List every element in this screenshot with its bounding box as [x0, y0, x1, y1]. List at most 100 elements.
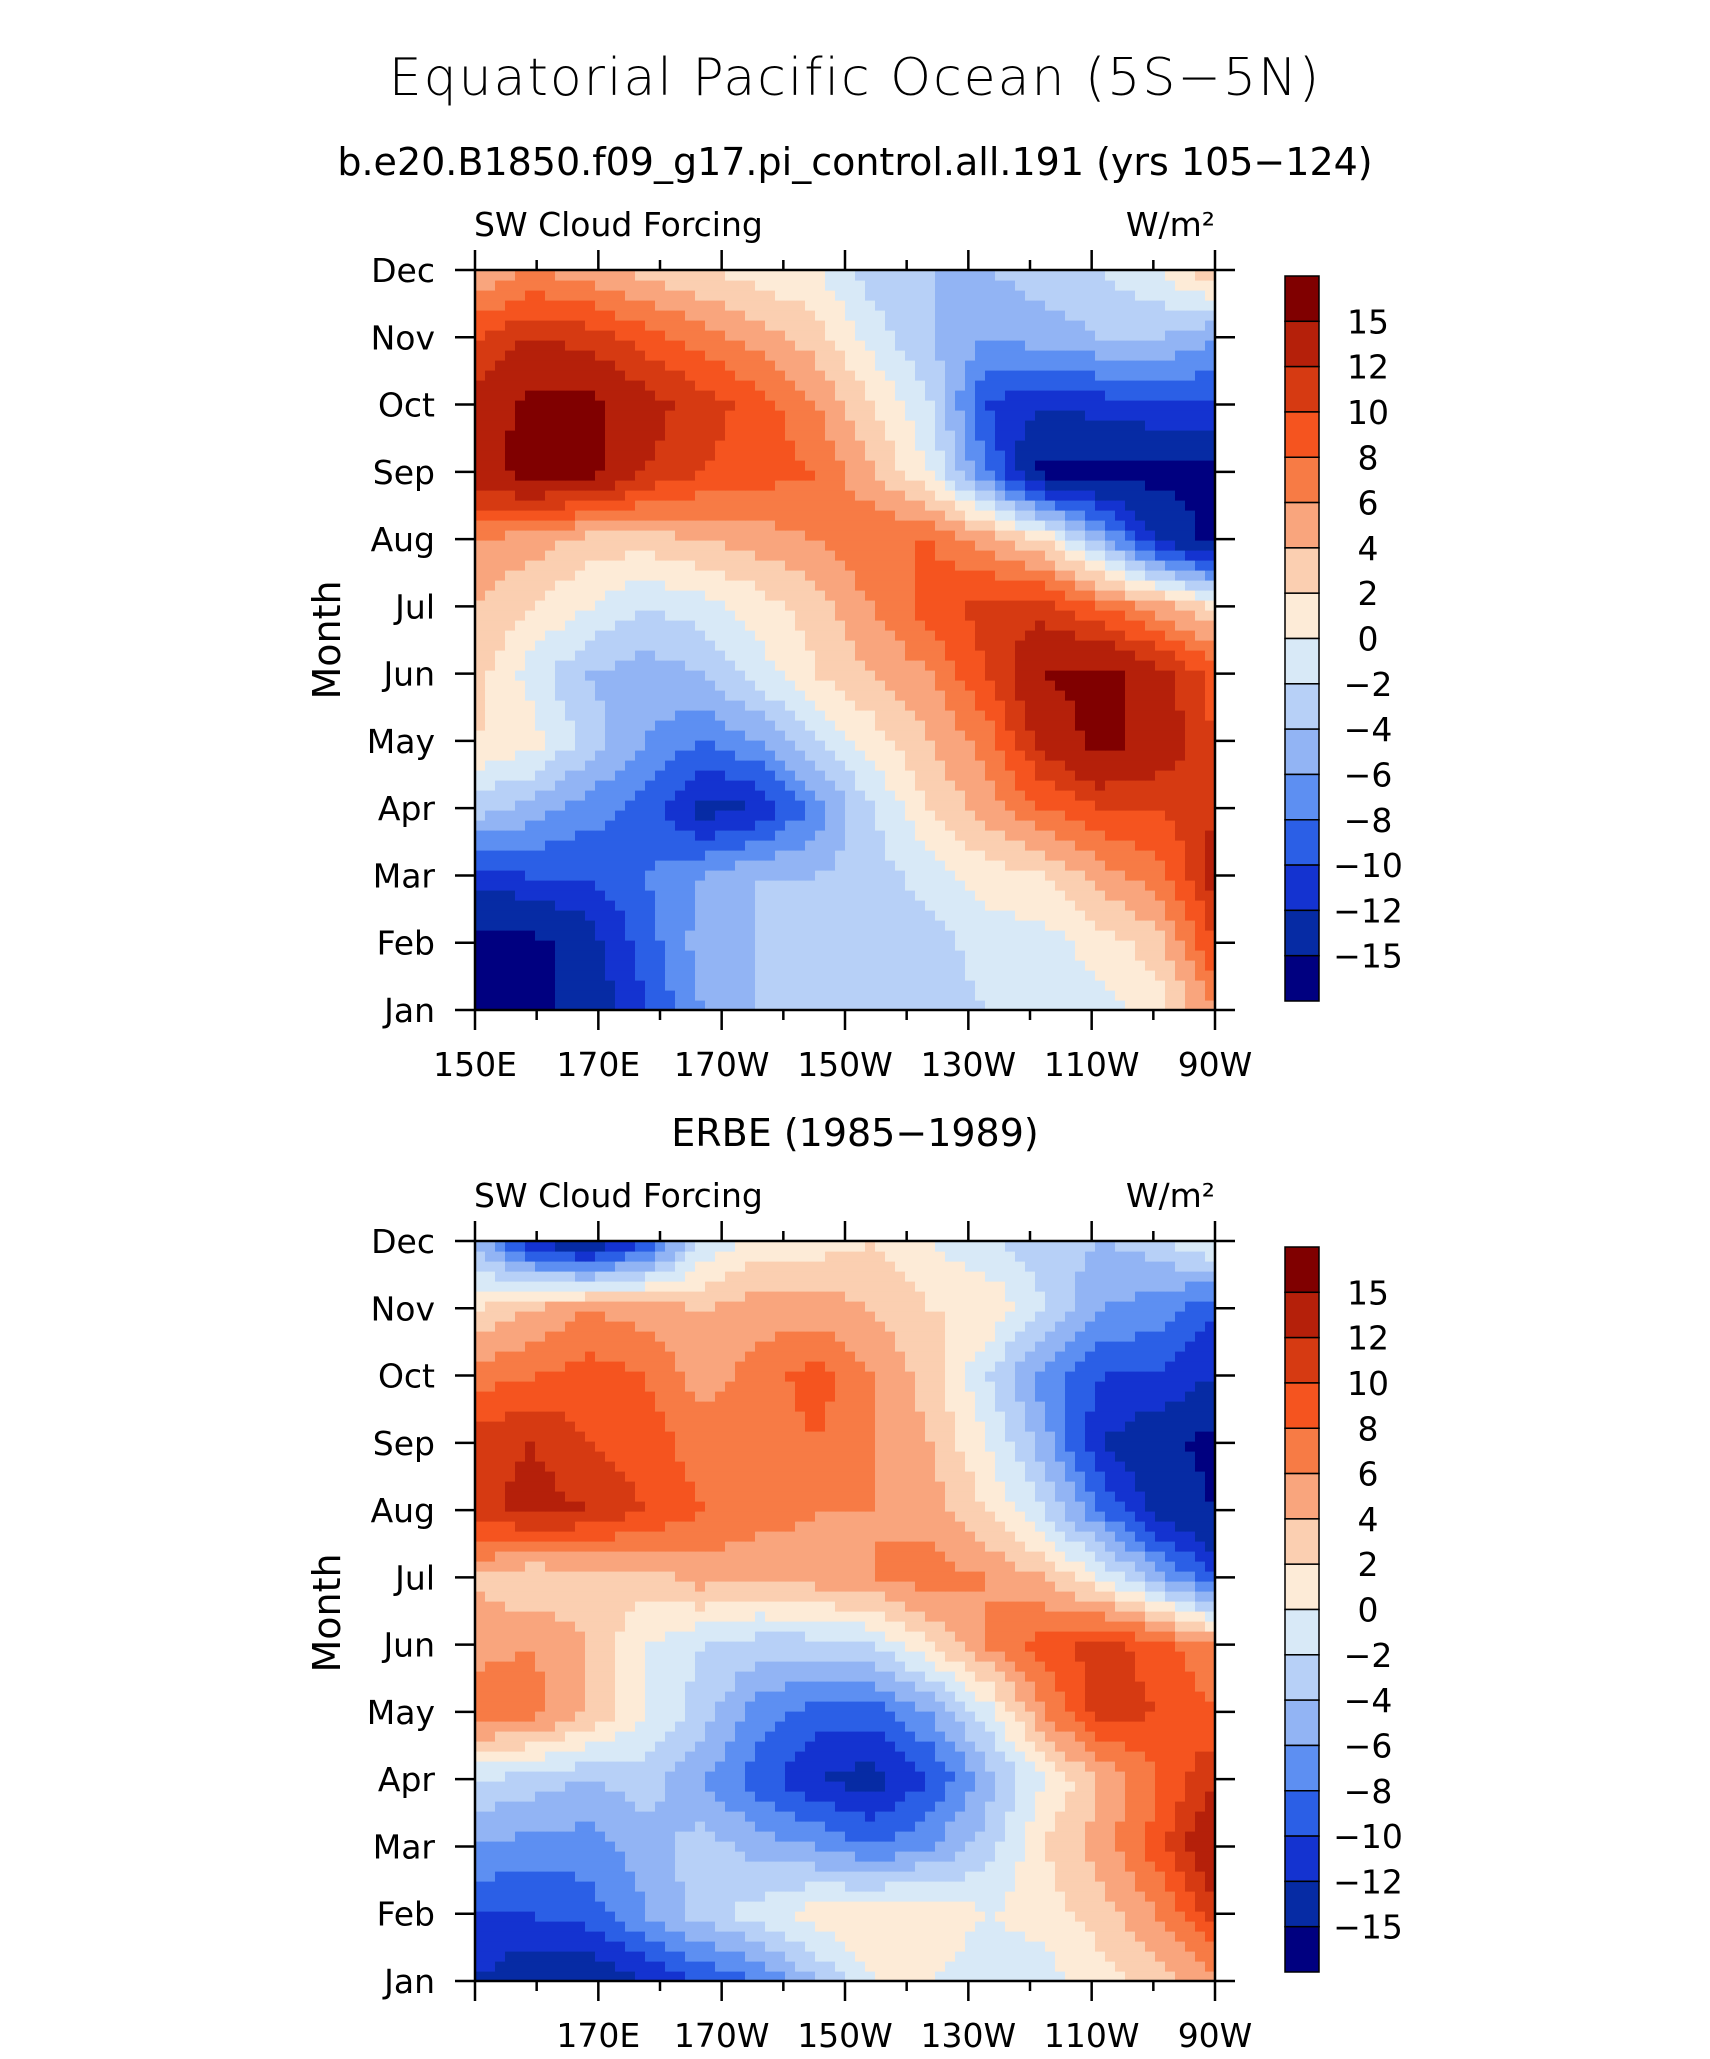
- contour-cell: [1125, 650, 1136, 661]
- contour-cell: [1115, 620, 1126, 631]
- contour-cell: [515, 960, 526, 971]
- contour-cell: [825, 570, 836, 581]
- contour-cell: [1195, 530, 1206, 541]
- contour-cell: [1195, 650, 1206, 661]
- contour-cell: [1025, 710, 1036, 721]
- contour-cell: [965, 770, 976, 781]
- contour-cell: [965, 370, 976, 381]
- contour-cell: [715, 680, 726, 691]
- contour-cell: [1135, 360, 1146, 371]
- contour-cell: [1005, 990, 1016, 1001]
- contour-cell: [545, 460, 556, 471]
- contour-cell: [485, 560, 496, 571]
- contour-cell: [1085, 640, 1096, 651]
- contour-cell: [1065, 490, 1076, 501]
- contour-cell: [745, 440, 756, 451]
- contour-cell: [875, 340, 886, 351]
- contour-cell: [595, 510, 606, 521]
- contour-cell: [925, 750, 936, 761]
- contour-cell: [515, 600, 526, 611]
- contour-cell: [605, 660, 616, 671]
- contour-cell: [655, 370, 666, 381]
- contour-cell: [835, 580, 846, 591]
- contour-cell: [975, 950, 986, 961]
- contour-cell: [595, 560, 606, 571]
- contour-cell: [935, 680, 946, 691]
- contour-cell: [605, 800, 616, 811]
- contour-cell: [955, 940, 966, 951]
- contour-cell: [1205, 510, 1216, 521]
- contour-cell: [695, 890, 706, 901]
- contour-cell: [695, 400, 706, 411]
- contour-cell: [1115, 780, 1126, 791]
- contour-cell: [925, 820, 936, 831]
- contour-cell: [1025, 870, 1036, 881]
- contour-cell: [825, 670, 836, 681]
- contour-cell: [625, 410, 636, 421]
- contour-cell: [945, 470, 956, 481]
- contour-cell: [975, 520, 986, 531]
- contour-cell: [645, 880, 656, 891]
- contour-cell: [1155, 780, 1166, 791]
- contour-cell: [505, 810, 516, 821]
- contour-cell: [655, 780, 666, 791]
- contour-cell: [1035, 590, 1046, 601]
- contour-cell: [1145, 760, 1156, 771]
- contour-cell: [835, 380, 846, 391]
- contour-cell: [1005, 510, 1016, 521]
- contour-cell: [1095, 780, 1106, 791]
- contour-cell: [975, 960, 986, 971]
- contour-cell: [645, 510, 656, 521]
- contour-cell: [625, 840, 636, 851]
- contour-cell: [555, 510, 566, 521]
- contour-cell: [665, 790, 676, 801]
- contour-cell: [595, 720, 606, 731]
- contour-cell: [495, 850, 506, 861]
- contour-cell: [525, 760, 536, 771]
- contour-cell: [1205, 630, 1216, 641]
- contour-cell: [1205, 450, 1216, 461]
- contour-cell: [515, 900, 526, 911]
- contour-cell: [895, 900, 906, 911]
- contour-cell: [575, 330, 586, 341]
- contour-cell: [1185, 660, 1196, 671]
- contour-cell: [635, 340, 646, 351]
- contour-cell: [1065, 920, 1076, 931]
- contour-cell: [1145, 910, 1156, 921]
- contour-cell: [1135, 950, 1146, 961]
- contour-cell: [1125, 640, 1136, 651]
- contour-cell: [715, 430, 726, 441]
- contour-cell: [1075, 450, 1086, 461]
- contour-cell: [585, 570, 596, 581]
- contour-cell: [905, 690, 916, 701]
- contour-cell: [745, 350, 756, 361]
- contour-cell: [915, 780, 926, 791]
- contour-cell: [805, 410, 816, 421]
- contour-cell: [895, 380, 906, 391]
- contour-cell: [745, 840, 756, 851]
- contour-cell: [1125, 810, 1136, 821]
- contour-cell: [795, 810, 806, 821]
- contour-cell: [675, 440, 686, 451]
- contour-cell: [625, 730, 636, 741]
- contour-cell: [1175, 390, 1186, 401]
- contour-cell: [765, 850, 776, 861]
- contour-cell: [515, 730, 526, 741]
- contour-cell: [1125, 600, 1136, 611]
- contour-cell: [975, 400, 986, 411]
- contour-cell: [765, 690, 776, 701]
- contour-cell: [845, 450, 856, 461]
- contour-cell: [1145, 770, 1156, 781]
- contour-cell: [535, 620, 546, 631]
- contour-cell: [675, 560, 686, 571]
- contour-cell: [925, 650, 936, 661]
- contour-cell: [675, 800, 686, 811]
- contour-cell: [615, 850, 626, 861]
- contour-cell: [655, 580, 666, 591]
- contour-cell: [955, 810, 966, 821]
- contour-cell: [815, 930, 826, 941]
- contour-cell: [755, 390, 766, 401]
- contour-cell: [715, 470, 726, 481]
- contour-cell: [1025, 810, 1036, 821]
- contour-cell: [915, 530, 926, 541]
